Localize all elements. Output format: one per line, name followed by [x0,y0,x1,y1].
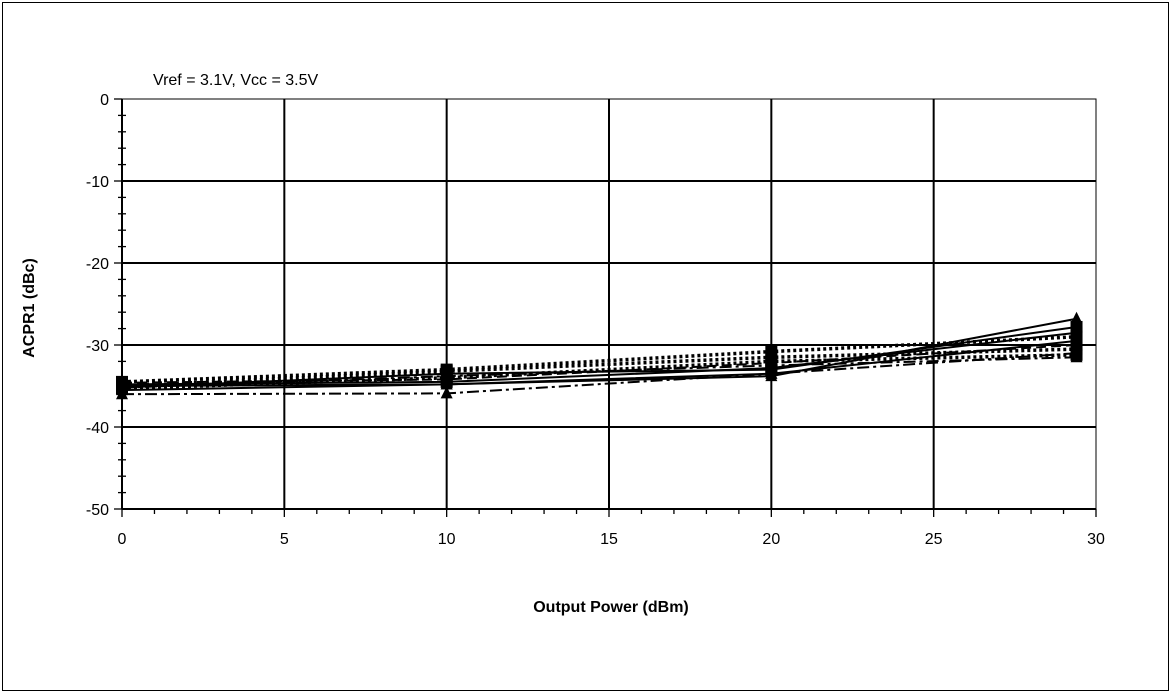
y-axis-label: ACPR1 (dBc) [21,258,38,358]
y-tick-label: -10 [86,174,109,191]
series-line [121,339,1077,387]
grid-lines [121,98,1097,510]
data-point-square [440,373,453,386]
data-point-triangle [1070,350,1083,363]
series-line [121,335,1077,384]
series-line [121,352,1077,396]
x-tick-label: 20 [762,531,780,548]
axes: 0 5 10 15 20 25 30 0 -10 -20 -30 -40 -50 [86,92,1105,548]
chart-annotation: Vref = 3.1V, Vcc = 3.5V [153,72,318,89]
data-point-square [765,357,778,370]
data-point-triangle [765,366,778,379]
y-tick-label: -50 [86,502,109,519]
data-point-triangle [1070,311,1083,324]
series-8 [116,346,1083,400]
y-tick-label: -40 [86,420,109,437]
series-line [121,347,1077,388]
data-point-square [1070,339,1083,351]
series-line [121,353,1077,391]
y-tick-label: -30 [86,338,109,355]
x-tick-label: 10 [438,531,456,548]
data-point-square [116,376,128,389]
x-tick-label: 30 [1087,531,1105,548]
x-axis-label: Output Power (dBm) [533,599,689,616]
data-point-triangle [116,387,128,400]
data-point-triangle [440,386,453,399]
x-tick-label: 0 [118,531,127,548]
x-tick-label: 15 [600,531,618,548]
x-tick-label: 25 [925,531,943,548]
series-layer [116,311,1083,400]
series-10 [116,339,1083,389]
y-tick-label: 0 [100,92,109,109]
series-line [121,344,1077,384]
x-tick-label: 5 [280,531,289,548]
y-tick-label: -20 [86,256,109,273]
acpr-chart: 0 5 10 15 20 25 30 0 -10 -20 -30 -40 -50 Vref = 3.1V… [21,72,1105,616]
